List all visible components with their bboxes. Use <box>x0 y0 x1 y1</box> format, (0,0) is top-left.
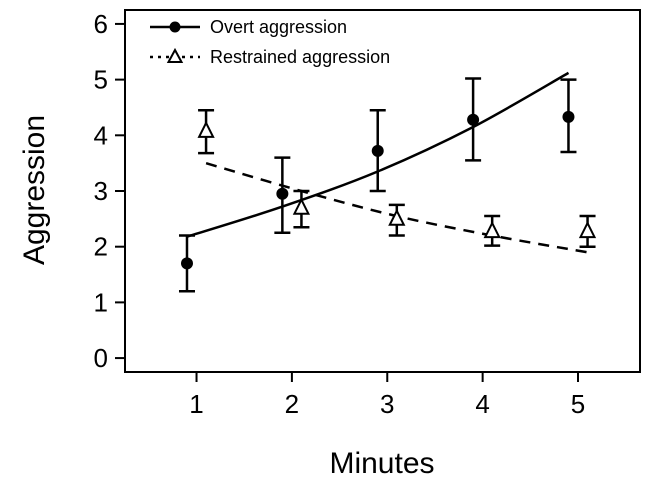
x-tick-label: 3 <box>380 389 394 419</box>
legend-marker-overt <box>169 21 181 33</box>
data-point-restrained <box>483 220 501 239</box>
y-tick-label: 6 <box>94 9 108 39</box>
y-tick-label: 4 <box>94 120 108 150</box>
y-tick-label: 2 <box>94 232 108 262</box>
data-point-restrained <box>578 220 597 239</box>
fit-lines <box>186 71 588 254</box>
x-tick-label: 1 <box>189 389 203 419</box>
y-tick-label: 1 <box>94 287 108 317</box>
x-tick-label: 5 <box>571 389 585 419</box>
error-bars <box>178 77 596 293</box>
y-tick-label: 5 <box>94 65 108 95</box>
legend-marker-restrained <box>166 47 184 63</box>
data-point-overt <box>180 257 193 270</box>
legend: Overt aggression Restrained aggression <box>150 17 390 67</box>
data-point-overt <box>371 144 384 157</box>
legend-label-restrained: Restrained aggression <box>210 47 390 67</box>
legend-label-overt: Overt aggression <box>210 17 347 37</box>
data-point-restrained <box>292 197 311 215</box>
y-tick-label: 3 <box>94 176 108 206</box>
y-tick-label: 0 <box>94 343 108 373</box>
y-axis-title: Aggression <box>18 115 51 265</box>
data-point-restrained <box>388 208 406 226</box>
data-point-restrained <box>197 120 215 138</box>
x-tick-label: 4 <box>475 389 489 419</box>
data-point-overt <box>467 113 480 126</box>
data-point-overt <box>562 110 575 123</box>
axis-ticks: 1 2 3 4 5 0 1 2 3 4 5 6 <box>94 9 586 419</box>
x-axis-title: Minutes <box>329 447 434 479</box>
x-tick-label: 2 <box>285 389 299 419</box>
data-markers <box>180 110 597 270</box>
data-point-overt <box>276 187 289 200</box>
